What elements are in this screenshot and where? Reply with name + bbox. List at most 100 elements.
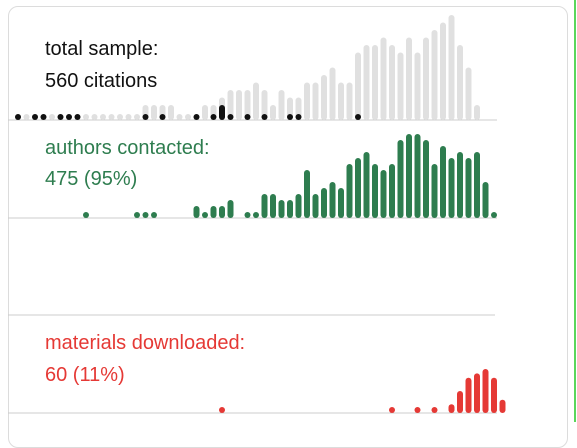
total-sample-bar [253,82,259,120]
total-sample-highlight-dot [210,114,217,120]
total-sample-dot [108,114,115,120]
total-sample-highlight-dot [355,114,361,120]
total-sample-bar [423,37,429,120]
total-sample-bar [244,90,251,120]
materials-downloaded-bar [457,391,463,413]
total-sample-highlight-bar [219,105,225,120]
total-sample-highlight-dot [261,114,268,120]
total-sample-dot [23,114,30,120]
total-sample-bar [151,105,157,120]
total-sample-highlight-dot [32,114,38,120]
chart-card [8,6,568,448]
authors-contacted-dot [83,212,89,218]
total-sample-bar [329,67,336,120]
authors-contacted-dot [134,212,140,218]
materials-downloaded-bar [499,399,506,413]
total-sample-dot [176,114,183,120]
authors-contacted-bar [372,164,378,218]
authors-contacted-bar [321,188,327,218]
authors-contacted-bar [474,152,480,218]
total-sample-bar [346,82,353,120]
total-sample-bar [321,75,327,120]
authors-contacted-bar [227,200,234,218]
total-sample-dot [125,114,132,120]
authors-contacted-dot [151,212,157,218]
authors-contacted-dot [202,212,208,218]
materials-downloaded-bar [474,373,480,413]
citation-pipeline-chart: total sample: 560 citations authors cont… [8,15,506,414]
total-sample-bar [287,97,293,120]
total-sample-bar [236,90,242,120]
total-sample-dot [83,114,89,120]
authors-contacted-bar [440,146,446,218]
authors-contacted-bar [312,194,319,218]
authors-contacted-bar [219,206,225,218]
authors-contacted-bar [397,140,404,218]
authors-contacted-bar [457,152,463,218]
total-sample-highlight-dot [159,114,166,120]
authors-contacted-bar [287,200,293,218]
authors-contacted-bar [423,140,429,218]
total-sample-highlight-dot [66,114,72,120]
total-sample-highlight-dot [15,114,21,120]
total-sample-highlight-dot [193,114,200,120]
total-sample-bar [474,105,480,120]
total-sample-value: 560 citations [45,70,157,92]
total-sample-bar [380,37,387,120]
total-sample-dot [100,114,106,120]
total-sample-bar [295,97,302,120]
total-sample-bar [440,22,446,120]
total-sample-bar [270,105,276,120]
total-sample-bar [304,82,310,120]
total-sample-bar [338,82,344,120]
materials-downloaded-bar [465,377,472,413]
authors-contacted-bar [448,158,455,218]
total-sample-bar [465,67,472,120]
total-sample-bar [431,30,438,120]
authors-contacted-bar [431,164,438,218]
total-sample-highlight-dot [244,114,251,120]
materials-downloaded-bar [491,377,497,413]
authors-contacted-value: 475 (95%) [45,168,137,190]
total-sample-bar [312,82,319,120]
authors-contacted-dot [142,212,149,218]
authors-contacted-bar [414,134,421,218]
materials-downloaded-dot [431,407,438,413]
materials-downloaded-dot [389,407,395,413]
authors-contacted-bar [193,206,200,218]
authors-contacted-bar [278,200,285,218]
authors-contacted-bar [465,158,472,218]
total-sample-bar [457,45,463,120]
accent-rule [574,0,576,422]
authors-contacted-bar [363,152,370,218]
authors-contacted-bar [355,158,361,218]
authors-contacted-bar [338,188,344,218]
total-sample-bar [202,105,208,120]
authors-contacted-bar [304,170,310,218]
total-sample-highlight-dot [295,114,302,120]
authors-contacted-bar [346,164,353,218]
total-sample-bar [363,45,370,120]
total-sample-dot [49,114,55,120]
materials-downloaded-title: materials downloaded: [45,332,245,354]
total-sample-bar [168,105,174,120]
total-sample-bar [278,90,285,120]
authors-contacted-bar [210,206,217,218]
total-sample-bar [397,52,404,120]
materials-downloaded-dot [414,407,421,413]
total-sample-bar [406,37,412,120]
materials-downloaded-value: 60 (11%) [45,364,125,386]
materials-downloaded-bar [482,369,489,413]
total-sample-highlight-dot [40,114,47,120]
total-sample-dot [91,114,98,120]
authors-contacted-bar [482,182,489,218]
authors-contacted-bar [329,182,336,218]
authors-contacted-bar [389,164,395,218]
total-sample-bar [227,90,234,120]
authors-contacted-bar [380,170,387,218]
total-sample-highlight-dot [227,114,234,120]
total-sample-title: total sample: [45,38,158,60]
authors-contacted-title: authors contacted: [45,137,210,159]
authors-contacted-dot [491,212,497,218]
total-sample-bar [355,52,361,120]
